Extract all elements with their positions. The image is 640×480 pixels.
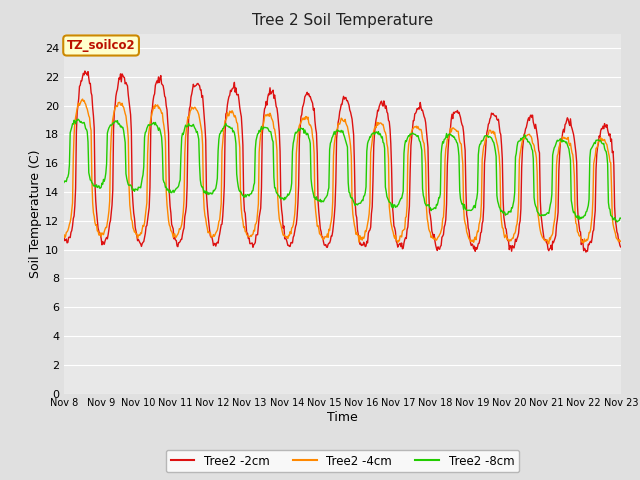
Tree2 -8cm — [428, 208, 435, 214]
Tree2 -2cm — [411, 111, 419, 117]
Tree2 -2cm — [617, 244, 625, 250]
Tree2 -8cm — [128, 186, 136, 192]
Title: Tree 2 Soil Temperature: Tree 2 Soil Temperature — [252, 13, 433, 28]
Y-axis label: Soil Temperature (C): Soil Temperature (C) — [29, 149, 42, 278]
Legend: Tree2 -2cm, Tree2 -4cm, Tree2 -8cm: Tree2 -2cm, Tree2 -4cm, Tree2 -8cm — [166, 450, 519, 472]
Tree2 -8cm — [411, 132, 419, 137]
Tree2 -2cm — [185, 115, 193, 121]
Tree2 -8cm — [70, 118, 78, 123]
Tree2 -8cm — [185, 120, 193, 126]
Tree2 -4cm — [60, 232, 68, 238]
Tree2 -4cm — [185, 115, 193, 121]
Tree2 -4cm — [411, 124, 419, 130]
Tree2 -4cm — [428, 235, 435, 240]
Tree2 -4cm — [79, 96, 86, 102]
Line: Tree2 -8cm: Tree2 -8cm — [64, 119, 621, 222]
Tree2 -2cm — [70, 213, 78, 219]
Tree2 -4cm — [545, 241, 552, 247]
Line: Tree2 -4cm: Tree2 -4cm — [64, 99, 621, 244]
X-axis label: Time: Time — [327, 411, 358, 424]
Tree2 -4cm — [617, 239, 625, 244]
Text: TZ_soilco2: TZ_soilco2 — [67, 39, 136, 52]
Tree2 -8cm — [74, 116, 82, 122]
Tree2 -4cm — [70, 132, 78, 138]
Tree2 -2cm — [128, 187, 136, 192]
Tree2 -2cm — [582, 249, 590, 255]
Tree2 -2cm — [60, 235, 68, 240]
Tree2 -8cm — [613, 219, 621, 225]
Tree2 -2cm — [81, 68, 89, 74]
Tree2 -8cm — [617, 215, 625, 221]
Tree2 -4cm — [214, 224, 222, 229]
Tree2 -8cm — [214, 148, 222, 154]
Tree2 -4cm — [128, 218, 136, 224]
Tree2 -8cm — [60, 180, 68, 185]
Tree2 -2cm — [428, 219, 435, 225]
Tree2 -2cm — [214, 240, 222, 246]
Line: Tree2 -2cm: Tree2 -2cm — [64, 71, 621, 252]
